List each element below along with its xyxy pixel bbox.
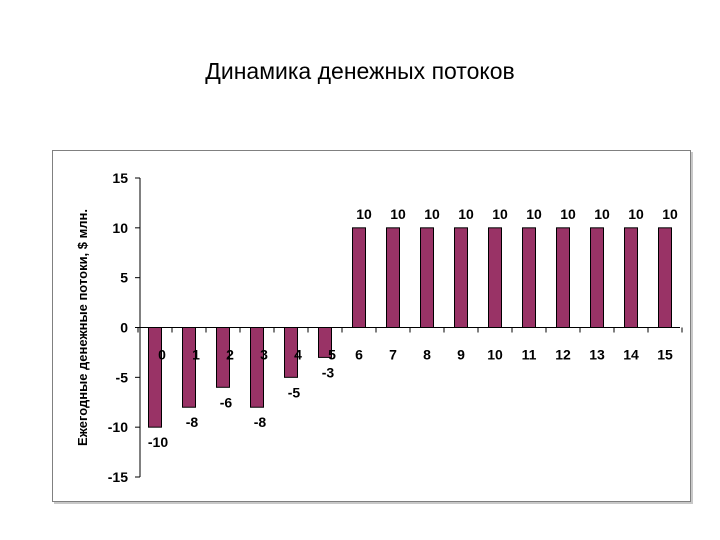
y-tick-label: 15: [112, 170, 128, 186]
data-label: -3: [322, 364, 335, 380]
category-label: 0: [158, 347, 166, 363]
bar: [250, 327, 264, 408]
data-label: 10: [526, 206, 542, 222]
data-label: -8: [186, 414, 199, 430]
category-label: 3: [260, 347, 268, 363]
category-label: 1: [192, 347, 200, 363]
data-label: 10: [356, 206, 372, 222]
y-tick-label: 10: [112, 220, 128, 236]
data-label: -5: [288, 384, 301, 400]
data-label: 10: [560, 206, 576, 222]
data-label: 10: [458, 206, 474, 222]
category-label: 6: [355, 347, 363, 363]
data-label: 10: [424, 206, 440, 222]
data-label: 10: [390, 206, 406, 222]
bar: [590, 227, 604, 328]
category-label: 4: [294, 347, 302, 363]
y-tick-label: -10: [108, 419, 128, 435]
bar: [182, 327, 196, 408]
category-label: 8: [423, 347, 431, 363]
category-label: 11: [522, 347, 537, 363]
bar: [488, 227, 502, 328]
category-label: 7: [389, 347, 397, 363]
category-label: 12: [555, 347, 571, 363]
bar: [454, 227, 468, 328]
bar: [522, 227, 536, 328]
category-label: 10: [487, 347, 503, 363]
y-tick-label: 5: [120, 270, 128, 286]
data-label: 10: [492, 206, 508, 222]
data-label: -6: [220, 394, 233, 410]
bar: [420, 227, 434, 328]
data-label: 10: [628, 206, 644, 222]
category-label: 14: [623, 347, 639, 363]
category-label: 15: [657, 347, 673, 363]
data-label: 10: [662, 206, 678, 222]
data-label: 10: [594, 206, 610, 222]
category-label: 5: [328, 347, 336, 363]
category-label: 2: [226, 347, 234, 363]
category-label: 9: [457, 347, 465, 363]
y-axis-title: Ежегодные денежные потоки, $ млн.: [75, 209, 90, 446]
slide-title: Динамика денежных потоков: [205, 58, 515, 84]
y-tick-label: -15: [108, 469, 128, 485]
data-label: -10: [148, 434, 168, 450]
bar: [624, 227, 638, 328]
y-tick-label: 0: [120, 320, 128, 336]
bar: [386, 227, 400, 328]
bar-chart: Ежегодные денежные потоки, $ млн. 151050…: [75, 170, 683, 485]
bar: [352, 227, 366, 328]
category-label: 13: [589, 347, 605, 363]
bar: [556, 227, 570, 328]
y-tick-label: -5: [116, 369, 129, 385]
bar: [148, 327, 162, 428]
bar: [658, 227, 672, 328]
chart-frame: Ежегодные денежные потоки, $ млн. 15 10 5 0…: [52, 150, 691, 502]
data-label: -8: [254, 414, 267, 430]
